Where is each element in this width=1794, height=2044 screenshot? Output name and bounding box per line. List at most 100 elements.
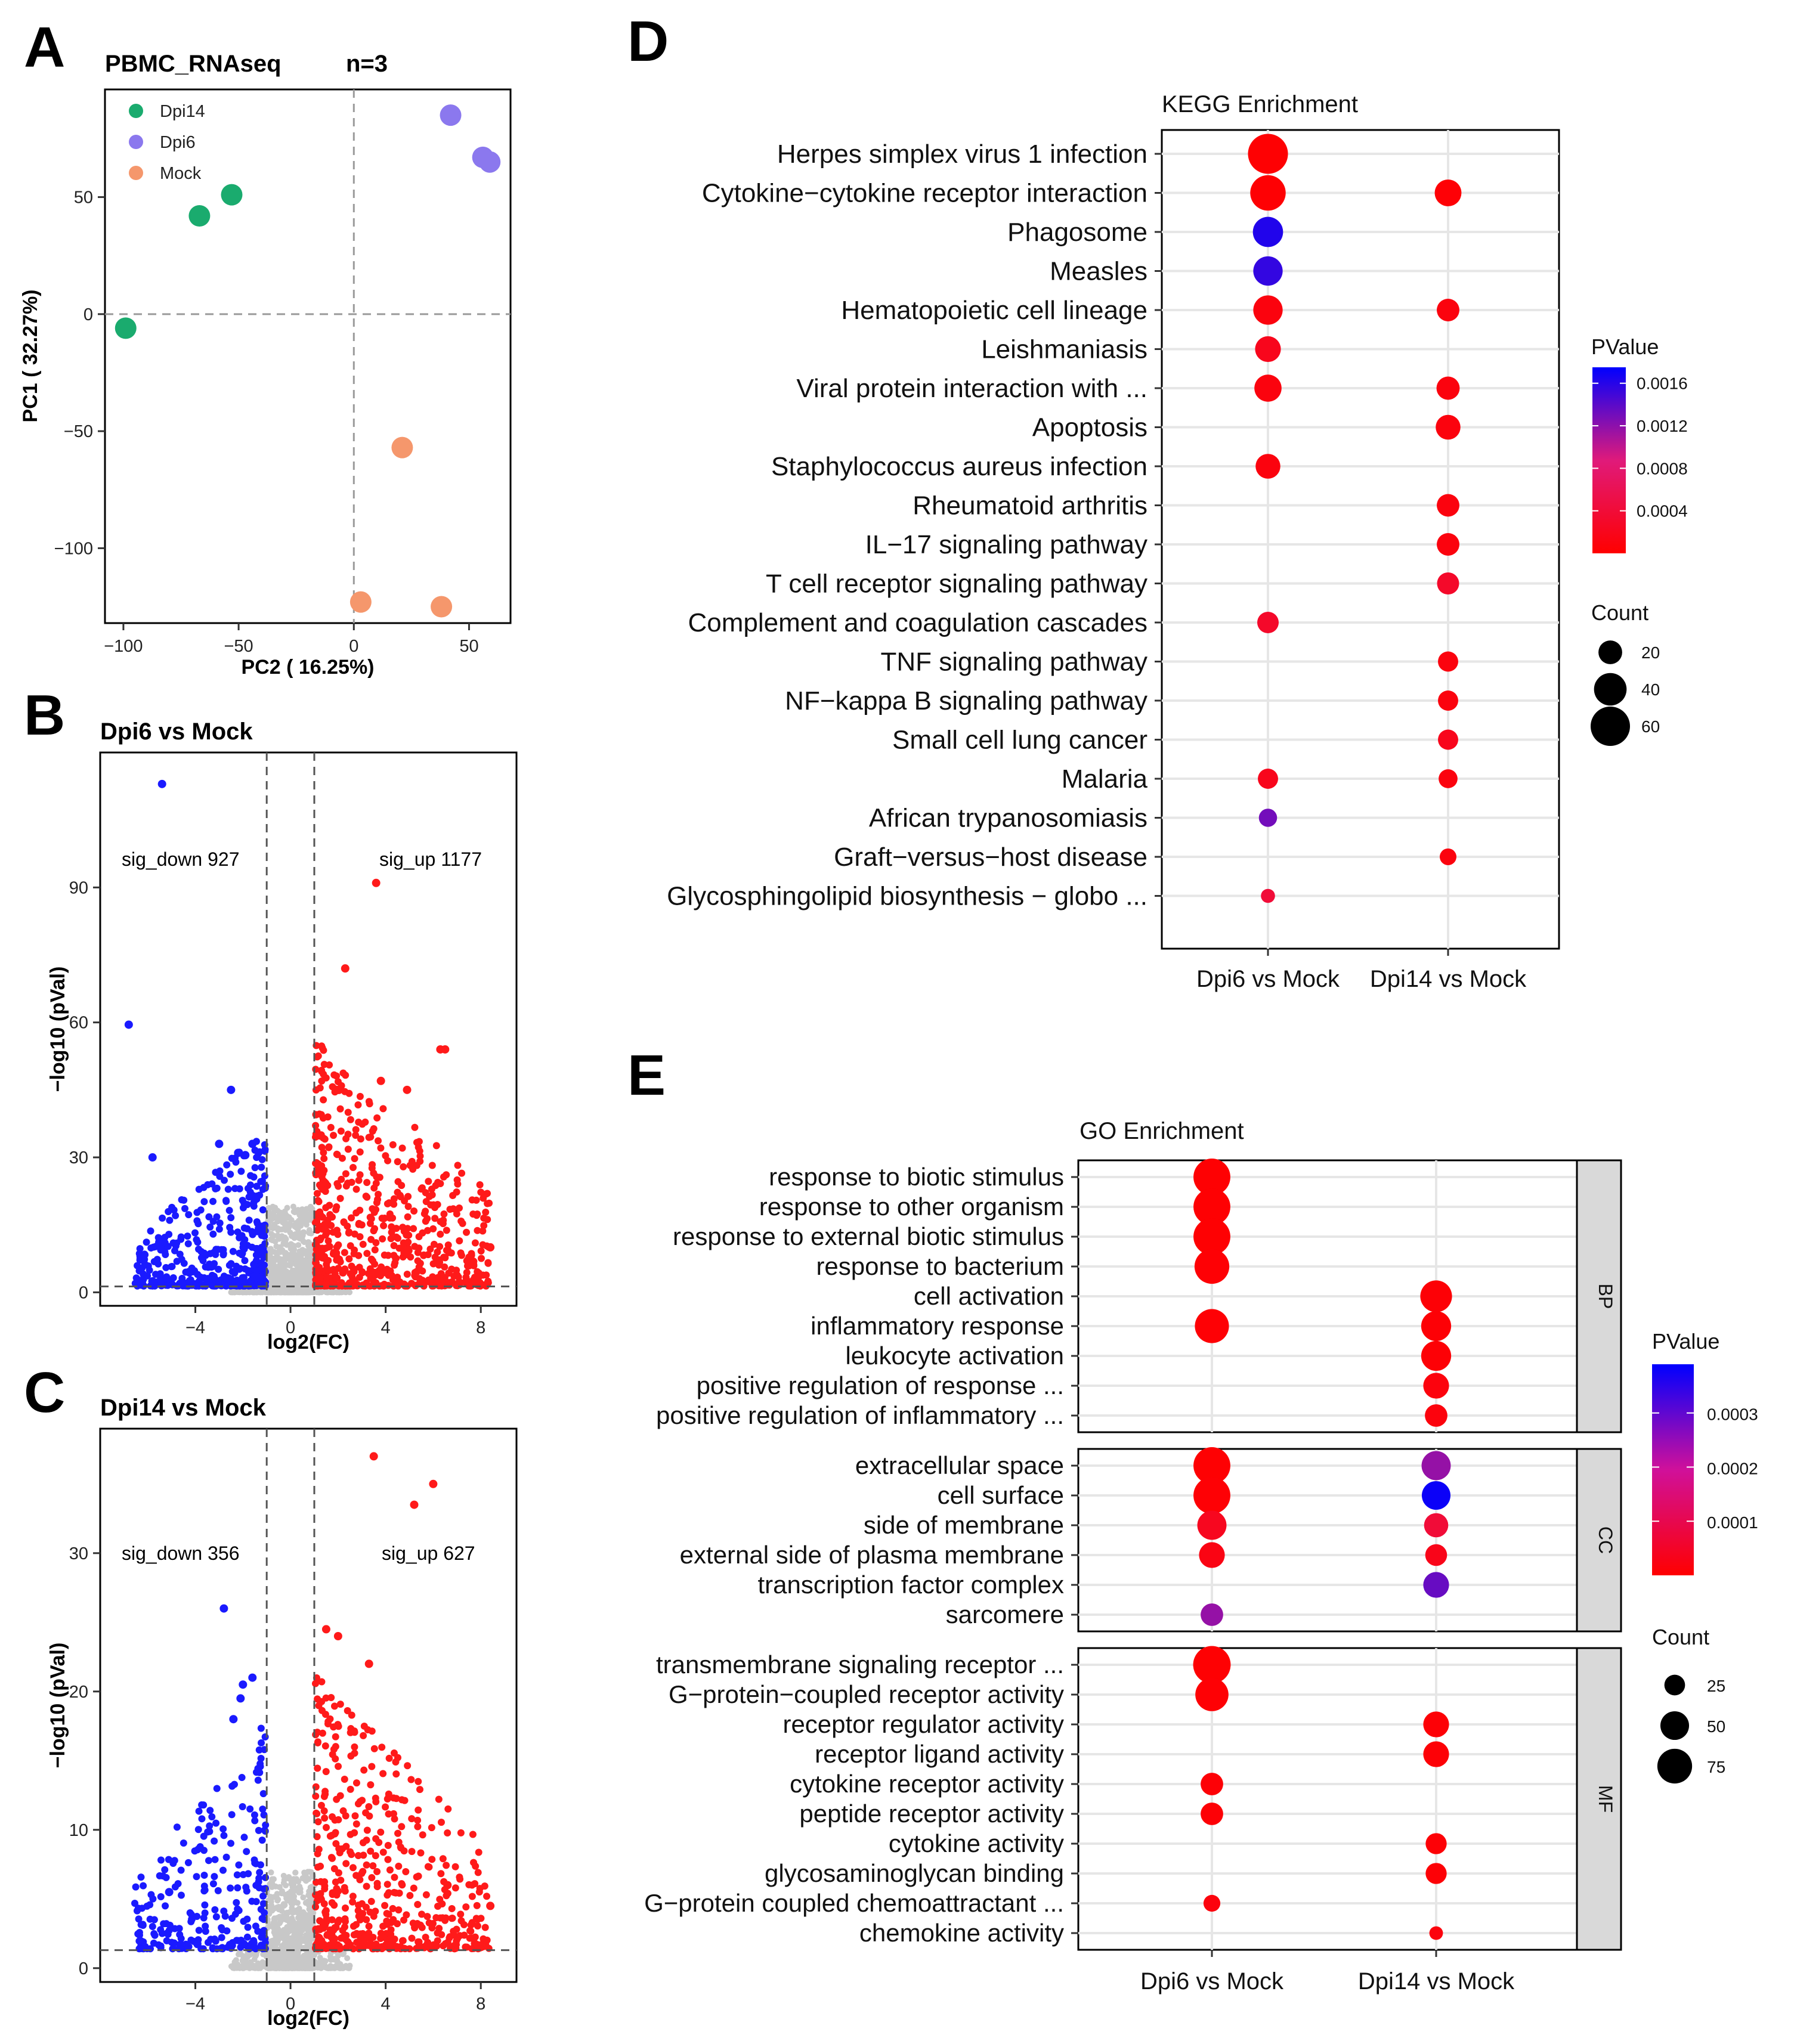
up-point	[324, 1113, 332, 1121]
down-point	[214, 1887, 222, 1894]
up-point	[368, 1874, 376, 1882]
go-category-label: transmembrane signaling receptor ...	[656, 1650, 1064, 1678]
down-point	[233, 1899, 240, 1906]
down-point	[135, 1250, 143, 1258]
down-point	[141, 1251, 149, 1259]
down-point	[218, 1924, 225, 1931]
down-point	[227, 1839, 234, 1847]
up-point	[398, 1796, 406, 1804]
up-point	[363, 1250, 371, 1258]
up-point	[455, 1204, 463, 1212]
down-point	[199, 1945, 207, 1953]
up-point	[435, 1795, 443, 1803]
up-point	[352, 1185, 360, 1193]
up-point	[403, 1085, 412, 1094]
up-point	[477, 1247, 485, 1255]
go-category-label: cytokine receptor activity	[790, 1770, 1064, 1798]
kegg-legend: PValue Count 0.0016 0.0012 0.0008 0.0004 20 4…	[1591, 335, 1688, 746]
up-point	[354, 1907, 362, 1915]
down-point	[250, 1202, 258, 1210]
up-point	[377, 1930, 385, 1937]
up-point	[445, 1269, 453, 1277]
ns-point	[288, 1938, 295, 1944]
kegg-size-legend-label: 40	[1641, 680, 1660, 699]
up-point	[338, 1154, 346, 1162]
down-point	[165, 1888, 174, 1897]
up-point	[437, 1870, 445, 1878]
ns-point	[271, 1267, 278, 1274]
go-bubble	[1423, 1373, 1449, 1399]
up-point	[453, 1282, 461, 1290]
down-point	[255, 1274, 262, 1282]
kegg-bubble	[1439, 769, 1458, 788]
volcano6-frame	[99, 751, 518, 1307]
down-point	[227, 1214, 235, 1222]
go-bubble	[1425, 1404, 1447, 1427]
up-point	[332, 1878, 339, 1886]
up-point	[311, 1680, 319, 1687]
ns-point	[294, 1934, 301, 1941]
up-point	[334, 1919, 342, 1927]
down-point	[162, 1263, 170, 1271]
ns-point	[311, 1952, 317, 1959]
ns-point	[303, 1878, 310, 1884]
xtick-label: 0	[286, 1318, 295, 1337]
up-point	[392, 1225, 400, 1232]
up-point	[378, 1943, 385, 1950]
up-point	[372, 1179, 380, 1187]
up-point	[428, 1162, 436, 1169]
go-bubble	[1197, 1510, 1227, 1540]
up-point	[475, 1848, 482, 1856]
down-point	[256, 1148, 264, 1156]
ns-point	[302, 1289, 309, 1295]
up-point	[313, 1053, 321, 1061]
up-point	[313, 1190, 321, 1197]
down-point	[244, 1266, 252, 1274]
go-bubble	[1423, 1572, 1449, 1598]
up-point	[408, 1157, 416, 1165]
up-point	[395, 1838, 403, 1846]
ns-point	[283, 1909, 290, 1916]
ns-point	[300, 1894, 307, 1901]
go-category-label: cell activation	[914, 1282, 1064, 1310]
up-point	[372, 1835, 380, 1842]
up-point	[471, 1239, 479, 1247]
up-point	[439, 1855, 447, 1863]
go-colorbar	[1652, 1364, 1694, 1575]
up-point	[449, 1205, 457, 1213]
ns-point	[295, 1289, 301, 1295]
up-point	[321, 1885, 329, 1893]
go-bubble	[1203, 1894, 1221, 1912]
up-point	[363, 1826, 371, 1834]
up-point	[359, 1240, 367, 1248]
down-point	[245, 1216, 253, 1224]
ns-point	[295, 1234, 302, 1241]
down-point	[219, 1825, 227, 1833]
ns-point	[303, 1221, 310, 1228]
ytick-label: 90	[69, 878, 88, 897]
up-point	[387, 1919, 395, 1927]
down-point	[205, 1857, 212, 1865]
kegg-frame	[1161, 129, 1560, 950]
down-point	[238, 1232, 246, 1240]
kegg-colorbar	[1592, 367, 1626, 553]
ns-point	[269, 1907, 276, 1914]
go-bubble	[1420, 1280, 1452, 1312]
down-point	[193, 1209, 201, 1216]
kegg-group-label: Dpi14 vs Mock	[1370, 966, 1527, 992]
up-point	[394, 1829, 402, 1837]
up-point	[404, 1203, 412, 1210]
up-point	[352, 1209, 360, 1217]
xtick-label: 4	[381, 1995, 391, 2014]
ns-point	[270, 1225, 276, 1231]
ns-point	[295, 1878, 302, 1885]
ns-point	[304, 1272, 311, 1279]
volcano6-marks: −4 0 4 8 0 30 60 90	[69, 752, 516, 1337]
ns-point	[240, 1953, 246, 1959]
legend-dot-dpi14	[129, 104, 143, 118]
up-point	[370, 1227, 378, 1235]
pca-point-mock	[349, 591, 372, 613]
up-point	[370, 1125, 378, 1133]
up-point	[404, 1762, 412, 1770]
up-point	[386, 1214, 394, 1222]
